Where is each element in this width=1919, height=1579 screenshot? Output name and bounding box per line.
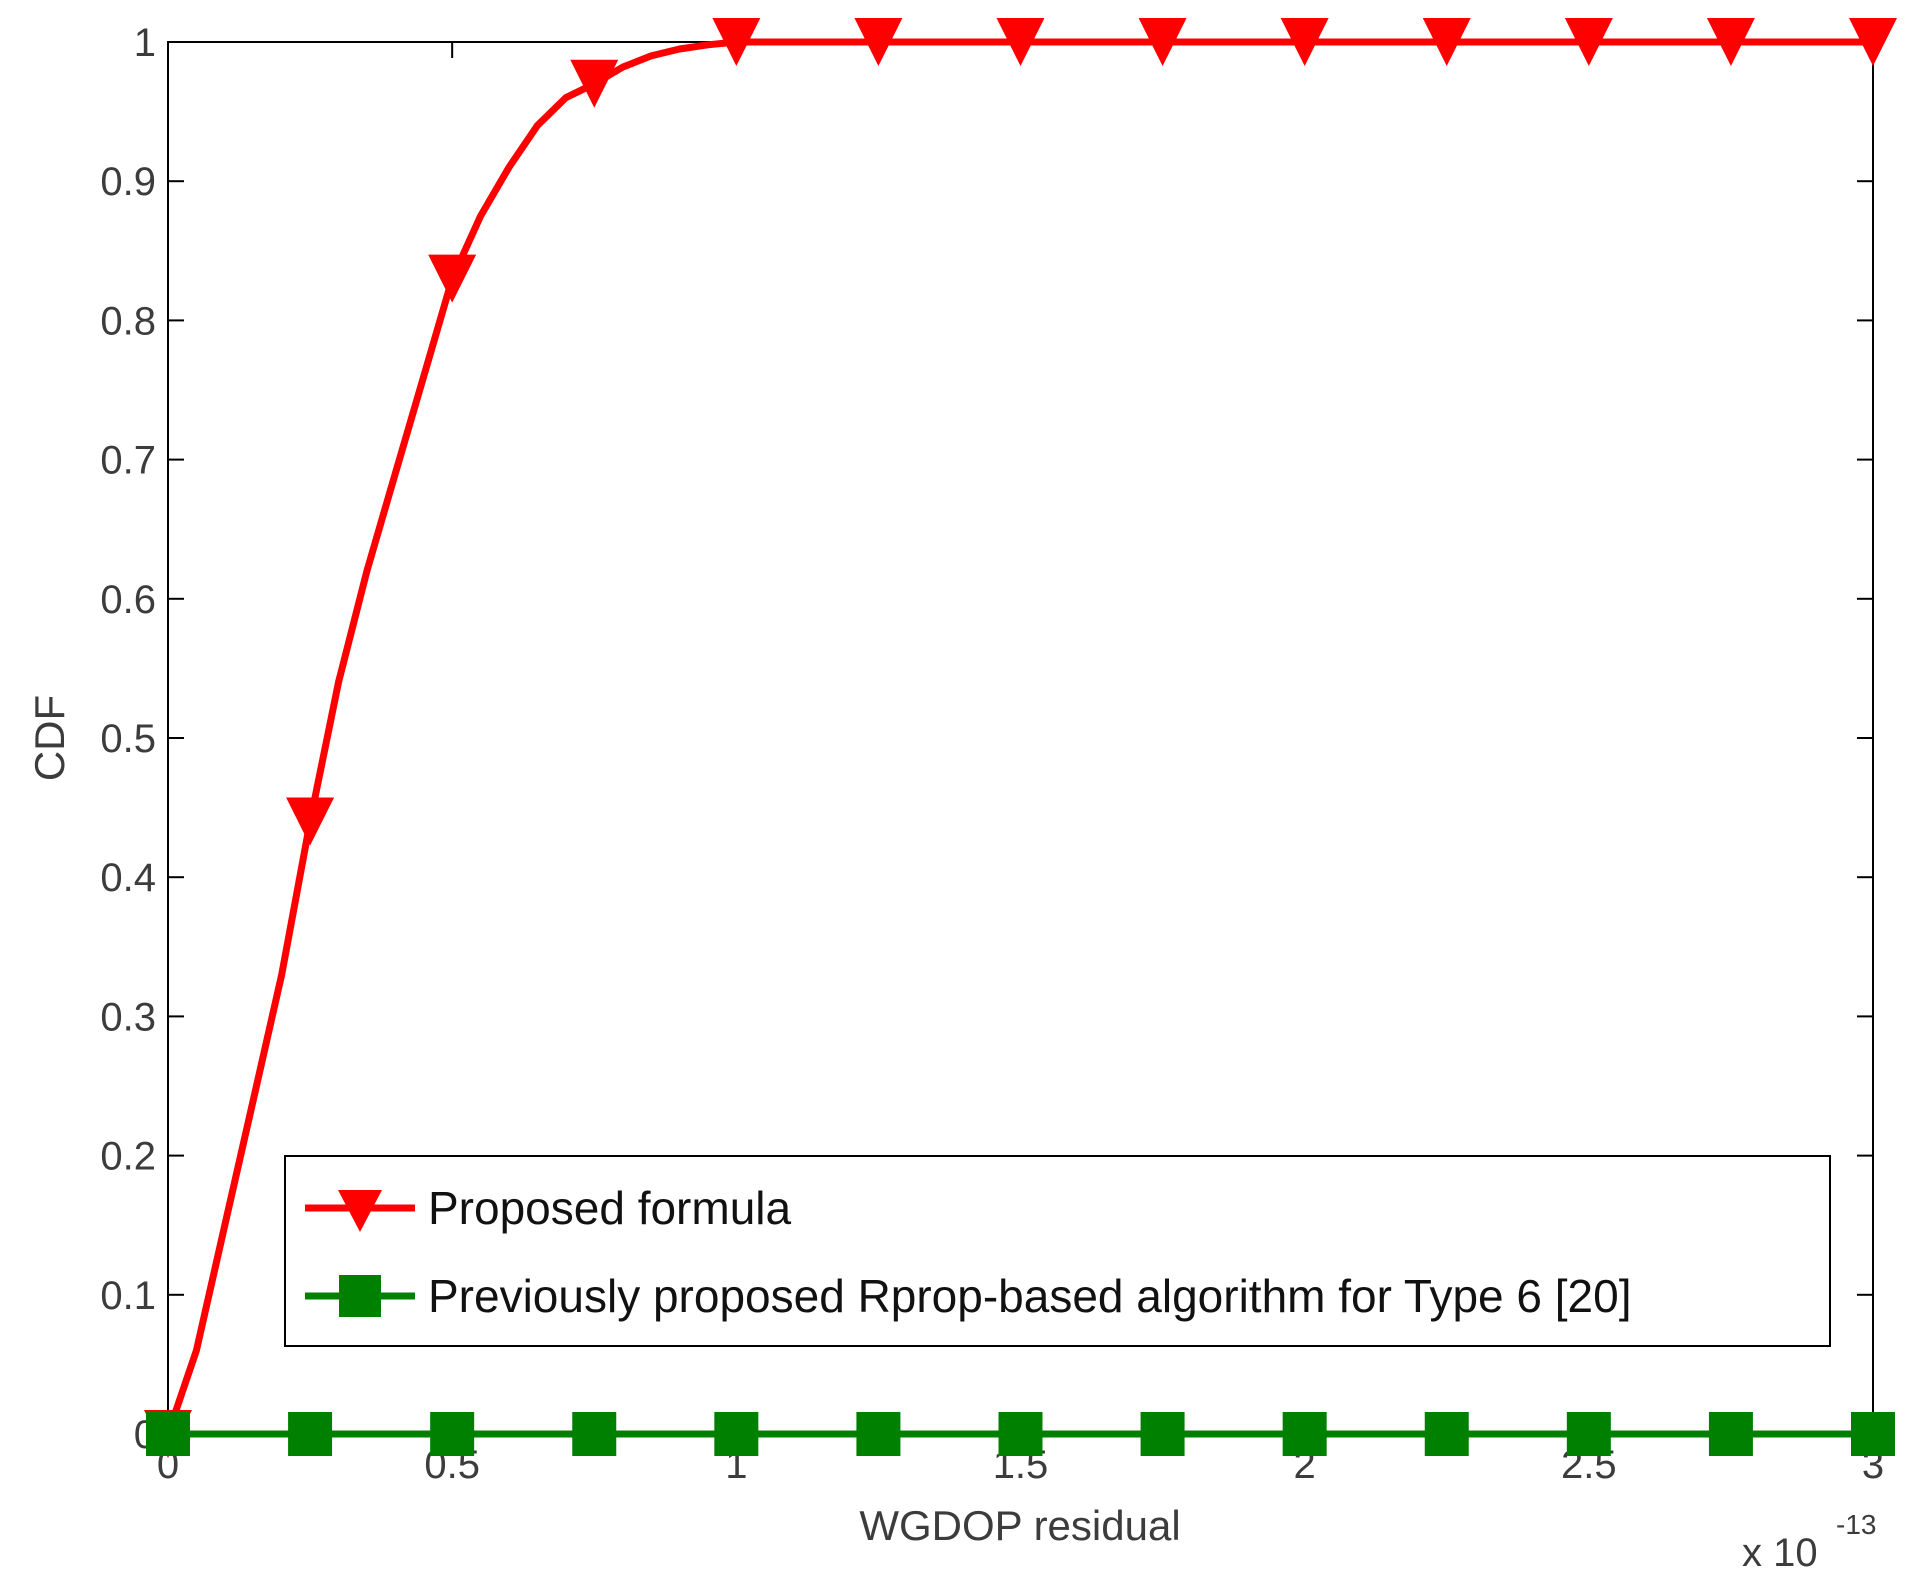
data-point-triangle	[1280, 18, 1329, 66]
legend-box	[284, 1155, 1831, 1347]
data-point-square	[430, 1412, 475, 1456]
y-axis-label: CDF	[26, 695, 73, 781]
y-tick-label: 0.2	[100, 1135, 156, 1179]
data-point-triangle	[570, 59, 619, 108]
legend-label-previous: Previously proposed Rprop-based algorith…	[428, 1270, 1631, 1322]
y-tick-label: 0.1	[100, 1274, 156, 1318]
data-point-square	[1708, 1412, 1753, 1456]
data-point-triangle	[1564, 18, 1613, 66]
y-tick-label: 0.7	[100, 439, 156, 483]
y-tick-label: 0.4	[100, 856, 156, 900]
y-tick-label: 1	[134, 21, 156, 65]
data-point-triangle	[854, 18, 903, 66]
y-tick-label: 0.9	[100, 160, 156, 204]
legend-marker-square	[339, 1275, 381, 1317]
data-point-triangle	[1706, 18, 1755, 66]
data-point-triangle	[712, 18, 761, 66]
legend-entry-proposed: Proposed formula	[305, 1182, 791, 1234]
y-tick-label: 0.8	[100, 299, 156, 343]
data-point-square	[1566, 1412, 1611, 1456]
data-point-square	[998, 1412, 1043, 1456]
x-multiplier-base: x 10	[1742, 1531, 1818, 1575]
data-point-square	[288, 1412, 333, 1456]
y-tick-label: 0.5	[100, 717, 156, 761]
data-point-triangle	[286, 797, 335, 846]
series-previous-rprop	[146, 1412, 1895, 1456]
legend-marker-triangle	[338, 1190, 382, 1232]
data-point-square	[1140, 1412, 1185, 1456]
series-layer	[144, 18, 1897, 1458]
data-point-square	[856, 1412, 901, 1456]
data-point-triangle	[1849, 18, 1897, 66]
x-axis-label: WGDOP residual	[859, 1502, 1180, 1549]
y-tick-label: 0.6	[100, 578, 156, 622]
data-point-square	[1282, 1412, 1327, 1456]
data-point-triangle	[1422, 18, 1471, 66]
data-point-square	[714, 1412, 759, 1456]
legend-label-proposed: Proposed formula	[428, 1182, 791, 1234]
series-proposed-formula-line	[164, 38, 1873, 1436]
data-point-square	[146, 1412, 190, 1456]
y-tick-label: 0.3	[100, 995, 156, 1039]
legend-entry-previous: Previously proposed Rprop-based algorith…	[305, 1270, 1631, 1322]
data-point-triangle	[428, 254, 477, 303]
data-point-triangle	[996, 18, 1045, 66]
legend: Proposed formula Previously proposed Rpr…	[284, 1155, 1831, 1347]
x-multiplier-exponent: -13	[1836, 1509, 1876, 1540]
data-point-square	[1851, 1412, 1895, 1456]
data-point-square	[572, 1412, 617, 1456]
data-point-square	[1424, 1412, 1469, 1456]
data-point-triangle	[1138, 18, 1187, 66]
